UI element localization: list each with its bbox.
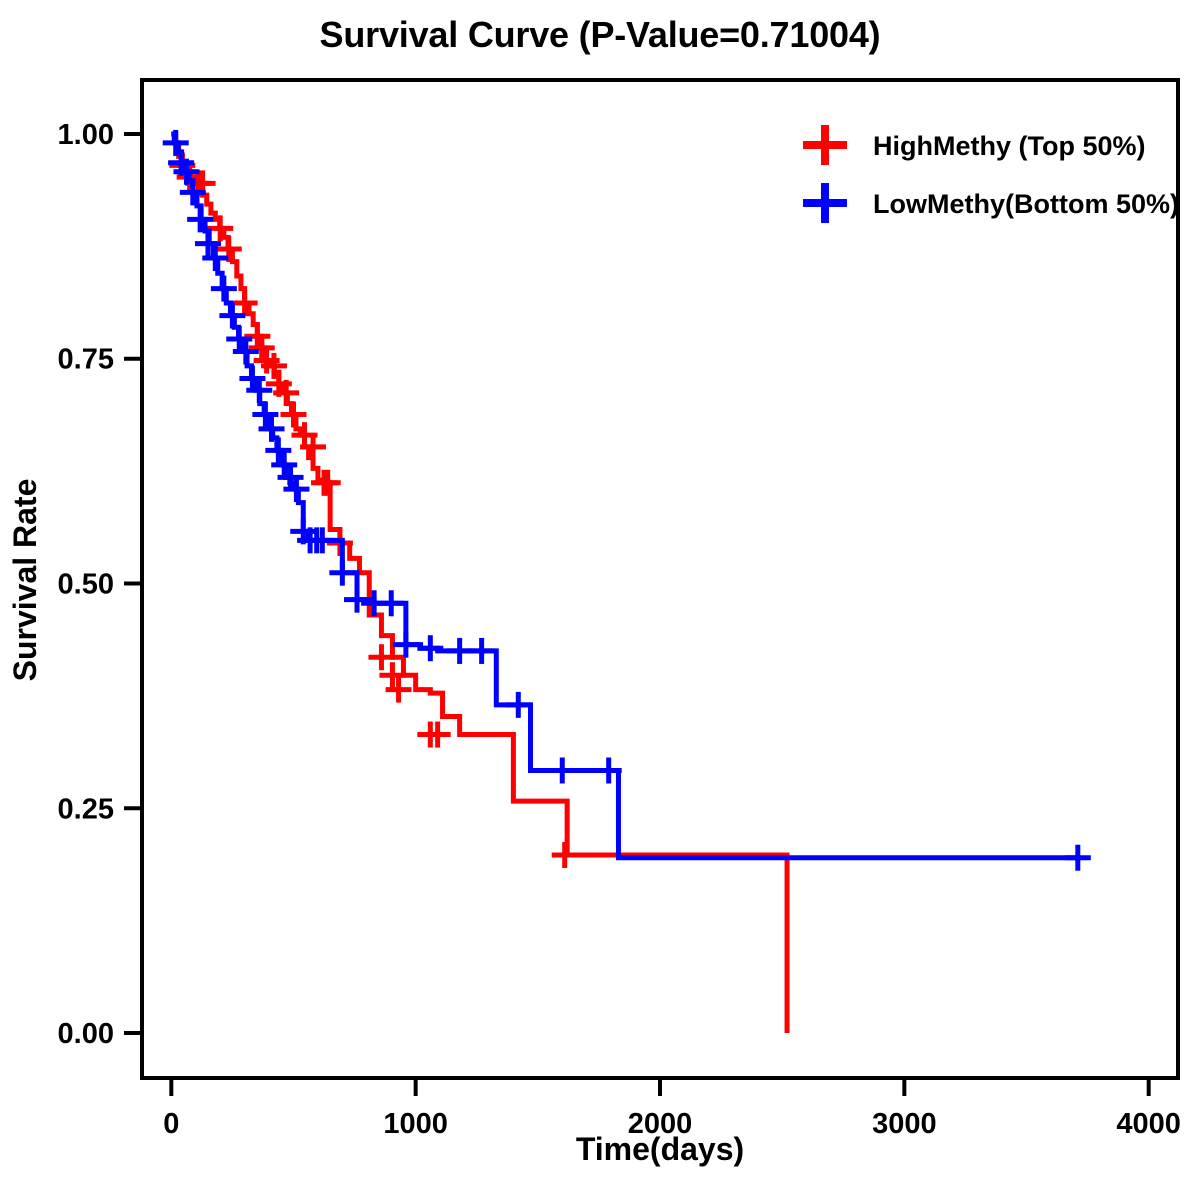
km-step-line bbox=[171, 131, 1078, 861]
y-axis-title: Survival Rate bbox=[7, 479, 43, 682]
censor-marks bbox=[169, 152, 578, 869]
x-tick-label: 1000 bbox=[383, 1108, 448, 1140]
y-tick-label: 0.75 bbox=[58, 344, 114, 376]
series-high-methy bbox=[169, 131, 790, 1034]
x-tick-label: 0 bbox=[163, 1108, 179, 1140]
x-tick-label: 2000 bbox=[628, 1108, 693, 1140]
km-step-line bbox=[171, 131, 790, 1034]
legend-label: HighMethy (Top 50%) bbox=[873, 131, 1146, 161]
censor-marks bbox=[162, 129, 1091, 871]
y-tick-label: 0.25 bbox=[58, 793, 114, 825]
legend-entry: HighMethy (Top 50%) bbox=[803, 125, 1146, 165]
chart-legend: HighMethy (Top 50%) LowMethy(Bottom 50%) bbox=[803, 125, 1179, 223]
x-axis-ticks: 0 1000 2000 3000 4000 bbox=[163, 1078, 1181, 1140]
series-low-methy bbox=[162, 129, 1091, 871]
x-tick-label: 4000 bbox=[1116, 1108, 1181, 1140]
x-axis-title: Time(days) bbox=[576, 1131, 744, 1167]
legend-label: LowMethy(Bottom 50%) bbox=[873, 189, 1179, 219]
y-axis-ticks: 0.00 0.25 0.50 0.75 1.00 bbox=[58, 119, 142, 1050]
y-tick-label: 0.50 bbox=[58, 568, 114, 600]
x-tick-label: 3000 bbox=[872, 1108, 937, 1140]
y-tick-label: 0.00 bbox=[58, 1018, 114, 1050]
series-layer bbox=[162, 129, 1091, 1034]
y-tick-label: 1.00 bbox=[58, 119, 114, 151]
page-title: Survival Curve (P-Value=0.71004) bbox=[319, 14, 881, 55]
plot-frame bbox=[140, 78, 1180, 1080]
legend-entry: LowMethy(Bottom 50%) bbox=[803, 183, 1179, 223]
